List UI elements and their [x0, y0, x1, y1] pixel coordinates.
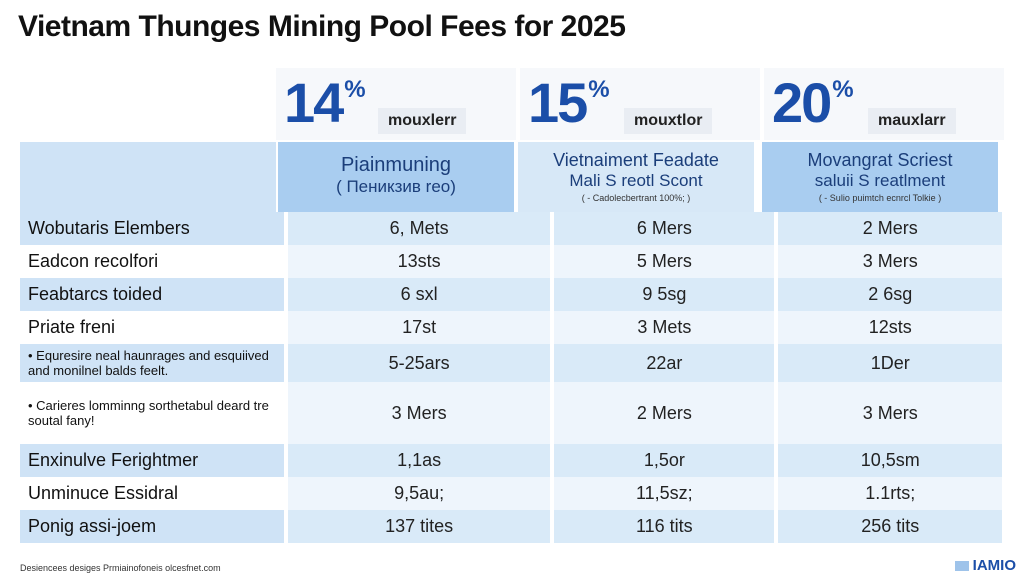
row-label: Eadcon recolfori: [20, 245, 286, 278]
table-cell: 11,5sz;: [550, 477, 777, 510]
column-header-2: Vietnaiment Feadate Mali S reotl Scont (…: [518, 142, 754, 212]
row-label: Unminuce Essidral: [20, 477, 286, 510]
table-cell: 3 Mets: [550, 311, 777, 344]
column-note-2: ( - Cadolecbertrant 100%; ): [581, 193, 691, 203]
column-header-1: Piainmuning ( Пеникзив reo): [278, 142, 514, 212]
table-cell: 256 tits: [774, 510, 1002, 543]
table-cell: 116 tits: [550, 510, 777, 543]
row-label: Priate freni: [20, 311, 286, 344]
percent-value-2: 15%: [528, 71, 610, 134]
percent-block-2: 15% mouxtlor: [520, 68, 760, 140]
table-row: Eadcon recolfori 13sts 5 Mers 3 Mers: [20, 245, 1002, 278]
table-row: Ponig assi-joem 137 tites 116 tits 256 tits: [20, 510, 1002, 543]
percent-value-3: 20%: [772, 71, 854, 134]
table-cell: 2 Mers: [550, 382, 777, 444]
footer-source: Desiencees desiges Prmiainofoneis olcesf…: [20, 563, 221, 573]
chart-title: Vietnam Thunges Mining Pool Fees for 202…: [18, 10, 626, 43]
table-cell: 9 5sg: [550, 278, 777, 311]
table-cell: 6, Mets: [283, 212, 553, 245]
table-cell: 1,5or: [550, 444, 777, 477]
table-cell: 10,5sm: [774, 444, 1002, 477]
percent-label-1: mouxlerr: [378, 108, 467, 134]
table-cell: 22ar: [550, 344, 777, 382]
percent-value-1: 14%: [284, 71, 366, 134]
percent-label-3: mauxlarr: [868, 108, 956, 134]
row-label: Ponig assi-joem: [20, 510, 286, 543]
table-cell: 137 tites: [283, 510, 553, 543]
table-cell: 2 6sg: [774, 278, 1002, 311]
row-label: Feabtarcs toided: [20, 278, 286, 311]
table-cell: 2 Mers: [774, 212, 1002, 245]
row-label: • Carieres lomminng sorthetabul deard tr…: [20, 382, 286, 444]
row-label-header-cell: [20, 142, 276, 212]
table-row: Wobutaris Elembers 6, Mets 6 Mers 2 Mers: [20, 212, 1002, 245]
percent-label-2: mouxtlor: [624, 108, 713, 134]
row-label: Wobutaris Elembers: [20, 212, 286, 245]
table-row: • Equresire neal haunrages and esquiived…: [20, 344, 1002, 382]
table-cell: 1,1as: [283, 444, 553, 477]
table-cell: 6 sxl: [283, 278, 553, 311]
table-row: Priate freni 17st 3 Mets 12sts: [20, 311, 1002, 344]
brand-icon: [954, 561, 969, 572]
fee-table: Wobutaris Elembers 6, Mets 6 Mers 2 Mers Ead…: [20, 212, 1002, 543]
table-cell: 6 Mers: [550, 212, 777, 245]
row-label: Enxinulve Ferightmer: [20, 444, 286, 477]
brand-logo: IAMIO: [954, 557, 1016, 574]
table-cell: 1Der: [774, 344, 1002, 382]
table-cell: 3 Mers: [283, 382, 553, 444]
table-row: Enxinulve Ferightmer 1,1as 1,5or 10,5sm: [20, 444, 1002, 477]
column-title-1: Piainmuning: [340, 154, 452, 176]
table-cell: 13sts: [283, 245, 553, 278]
table-cell: 1.1rts;: [774, 477, 1002, 510]
column-header-3: Movangrat Scriest saluii S reatlment ( -…: [762, 142, 998, 212]
table-cell: 17st: [283, 311, 553, 344]
table-cell: 3 Mers: [774, 245, 1002, 278]
column-subtitle-3: saluii S reatlment: [814, 171, 946, 190]
column-note-3: ( - Sulio puimtch ecnrcl Tolkie ): [818, 193, 942, 203]
table-cell: 9,5au;: [283, 477, 553, 510]
column-subtitle-2: Mali S reotl Scont: [569, 171, 703, 190]
column-title-2: Vietnaiment Feadate: [553, 150, 719, 170]
column-subtitle-1: ( Пеникзив reo): [336, 177, 456, 196]
table-row: Unminuce Essidral 9,5au; 11,5sz; 1.1rts;: [20, 477, 1002, 510]
table-cell: 5 Mers: [550, 245, 777, 278]
table-cell: 12sts: [774, 311, 1002, 344]
percent-block-3: 20% mauxlarr: [764, 68, 1004, 140]
percent-block-1: 14% mouxlerr: [276, 68, 516, 140]
column-title-3: Movangrat Scriest: [807, 150, 953, 170]
table-cell: 3 Mers: [774, 382, 1002, 444]
table-row: • Carieres lomminng sorthetabul deard tr…: [20, 382, 1002, 444]
column-header-area: 14% mouxlerr 15% mouxtlor 20% mauxlarr P…: [0, 60, 1024, 212]
table-row: Feabtarcs toided 6 sxl 9 5sg 2 6sg: [20, 278, 1002, 311]
table-cell: 5-25ars: [283, 344, 553, 382]
row-label: • Equresire neal haunrages and esquiived…: [20, 344, 286, 382]
